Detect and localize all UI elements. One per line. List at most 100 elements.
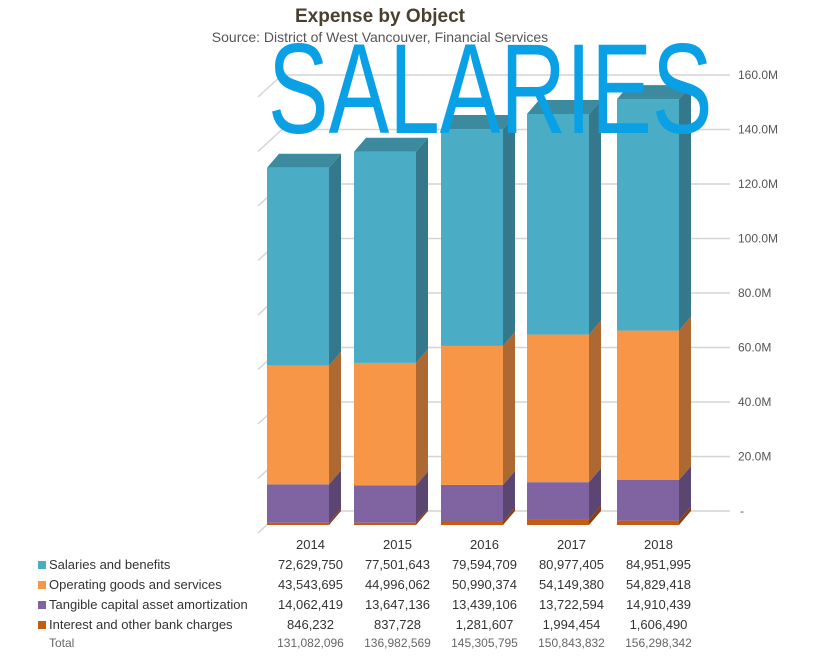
data-label: 1,994,454	[542, 616, 601, 632]
legend-swatch	[38, 560, 46, 569]
table-row: Salaries and benefits 72,629,750 77,501,64…	[38, 554, 702, 574]
bar-side-2016	[503, 470, 515, 522]
x-tick-label: 2016	[470, 536, 499, 552]
bar-top-2017	[527, 99, 601, 114]
chart-plot: - 20.0M 40.0M 60.0M 80.0M 100.0M 120.0M 140.0M 1…	[257, 68, 778, 534]
data-label: 837,728	[374, 616, 421, 632]
bar-segment-2015	[354, 522, 416, 525]
y-tick-label: 160.0M	[738, 68, 778, 82]
legend-entry: Tangible capital asset amortization	[38, 594, 267, 614]
bar-segment-2016	[441, 345, 503, 485]
bar-side-2017	[589, 320, 601, 483]
legend-entry: Interest and other bank charges	[38, 614, 267, 634]
data-label: 1,606,490	[629, 616, 688, 632]
total-value: 131,082,096	[277, 635, 344, 650]
total-value: 145,305,795	[451, 635, 518, 650]
bar-segment-2014	[267, 167, 329, 366]
legend-swatch	[38, 600, 46, 609]
bar-segment-2018	[617, 520, 679, 525]
data-label: 13,439,106	[451, 596, 518, 612]
header-blank	[38, 534, 267, 554]
bar-side-2018	[679, 506, 691, 525]
legend-label: Operating goods and services	[49, 576, 222, 592]
legend-swatch	[38, 580, 46, 589]
legend-entry: Operating goods and services	[38, 574, 267, 594]
data-label: 13,722,594	[538, 596, 605, 612]
bar-side-2014	[329, 153, 341, 366]
total-value: 156,298,342	[625, 635, 692, 650]
bar-side-2016	[503, 331, 515, 485]
bar-side-2016	[503, 115, 515, 346]
total-value: 150,843,832	[538, 635, 605, 650]
data-label: 44,996,062	[364, 576, 431, 592]
data-label: 54,829,418	[625, 576, 692, 592]
y-tick-label: 40.0M	[738, 395, 771, 409]
bar-side-2017	[589, 99, 601, 335]
x-tick-label: 2014	[296, 536, 325, 552]
legend-label: Interest and other bank charges	[49, 616, 233, 632]
bar-side-2018	[679, 316, 691, 480]
bar-side-2016	[503, 507, 515, 525]
y-tick-label: 120.0M	[738, 177, 778, 191]
data-label: 80,977,405	[538, 556, 605, 572]
bar-segment-2018	[617, 479, 679, 521]
bar-segment-2017	[527, 334, 589, 483]
data-label: 79,594,709	[451, 556, 518, 572]
bar-segment-2014	[267, 365, 329, 485]
bar-segment-2018	[617, 99, 679, 331]
data-label: 1,281,607	[455, 616, 514, 632]
y-tick-label: 140.0M	[738, 123, 778, 137]
bar-side-2015	[416, 508, 428, 525]
bar-top-2014	[267, 153, 341, 168]
bar-side-2017	[589, 468, 601, 520]
bar-segment-2016	[441, 521, 503, 525]
data-label: 50,990,374	[451, 576, 518, 592]
data-label: 846,232	[287, 616, 334, 632]
legend-swatch	[38, 620, 46, 629]
data-label: 14,910,439	[625, 596, 692, 612]
data-label: 43,543,695	[277, 576, 344, 592]
x-tick-label: 2018	[644, 536, 673, 552]
x-tick-label: 2017	[557, 536, 586, 552]
bar-side-2014	[329, 470, 341, 523]
side-wall-gridline	[257, 128, 283, 153]
bar-top-2016	[441, 115, 515, 130]
data-label: 77,501,643	[364, 556, 431, 572]
bar-side-2018	[679, 85, 691, 331]
table-row-total: Total 131,082,096 136,982,569 145,305,795 15…	[38, 634, 702, 651]
bar-segment-2014	[267, 484, 329, 523]
data-label: 13,647,136	[364, 596, 431, 612]
y-tick-label: 100.0M	[738, 232, 778, 246]
bar-segment-2018	[617, 330, 679, 480]
bar-segment-2016	[441, 129, 503, 346]
legend-entry: Salaries and benefits	[38, 554, 267, 574]
overlay-text: SALARIES	[268, 18, 713, 161]
y-tick-label: 80.0M	[738, 286, 771, 300]
y-tick-label: -	[740, 504, 744, 518]
bar-side-2018	[679, 465, 691, 521]
bar-side-2014	[329, 508, 341, 525]
legend-label: Tangible capital asset amortization	[49, 596, 248, 612]
data-table: 2014 2015 2016 2017 2018 Salaries and benefit…	[38, 534, 702, 651]
bar-side-2015	[416, 471, 428, 523]
bar-segment-2015	[354, 151, 416, 363]
bar-segment-2017	[527, 519, 589, 525]
data-label: 72,629,750	[277, 556, 344, 572]
bar-side-2014	[329, 351, 341, 485]
y-tick-label: 20.0M	[738, 450, 771, 464]
legend-label: Salaries and benefits	[49, 556, 171, 572]
bar-segment-2016	[441, 484, 503, 522]
table-header-row: 2014 2015 2016 2017 2018	[38, 534, 702, 554]
bar-segment-2017	[527, 113, 589, 335]
data-label: 84,951,995	[625, 556, 692, 572]
bar-segment-2017	[527, 482, 589, 520]
y-tick-label: 60.0M	[738, 341, 771, 355]
side-wall-gridline	[257, 74, 283, 98]
bar-segment-2014	[267, 522, 329, 525]
bar-side-2015	[416, 137, 428, 363]
data-label: 14,062,419	[277, 596, 344, 612]
chart-title: Expense by Object	[294, 6, 465, 27]
total-value: 136,982,569	[364, 635, 431, 650]
bar-side-2017	[589, 505, 601, 525]
